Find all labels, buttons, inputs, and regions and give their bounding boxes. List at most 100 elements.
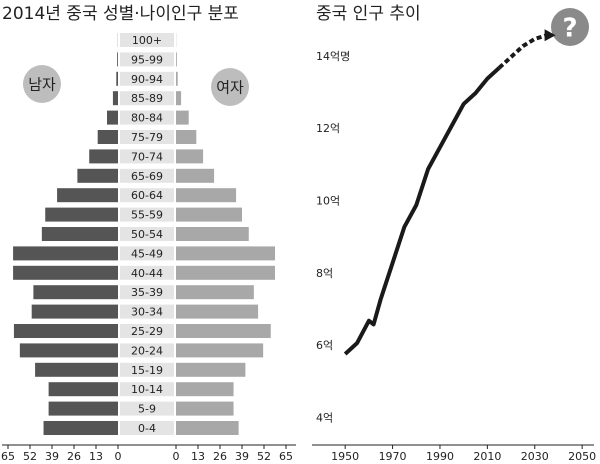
age-label-bg bbox=[120, 343, 174, 358]
age-label: 5-9 bbox=[138, 403, 156, 416]
annotation: ? bbox=[562, 14, 577, 44]
age-label: 30-34 bbox=[131, 306, 163, 319]
age-label: 45-49 bbox=[131, 247, 163, 260]
female-bar bbox=[176, 265, 275, 280]
legend-female: 여자 bbox=[216, 79, 244, 97]
age-label: 40-44 bbox=[131, 267, 163, 280]
female-bar bbox=[176, 285, 254, 300]
female-bar bbox=[176, 382, 234, 397]
female-tick-label: 39 bbox=[235, 450, 249, 463]
male-bar bbox=[112, 91, 118, 106]
x-tick-label: 2050 bbox=[568, 450, 596, 463]
age-label: 20-24 bbox=[131, 344, 163, 357]
age-label: 70-74 bbox=[131, 150, 163, 163]
female-tick-label: 52 bbox=[257, 450, 271, 463]
y-tick-label: 10억 bbox=[316, 195, 340, 208]
male-bar bbox=[31, 304, 119, 319]
pyramid-title: 2014년 중국 성별·나이인구 분포 bbox=[2, 4, 239, 24]
male-bar bbox=[35, 362, 119, 377]
male-bar bbox=[13, 324, 118, 338]
female-bar bbox=[176, 401, 234, 416]
age-label-bg bbox=[120, 91, 174, 106]
age-label: 85-89 bbox=[131, 92, 163, 105]
x-tick-label: 1950 bbox=[331, 450, 359, 463]
age-label: 55-59 bbox=[131, 209, 163, 222]
x-tick-label: 1990 bbox=[426, 450, 454, 463]
age-label: 60-64 bbox=[131, 189, 163, 202]
female-bar bbox=[176, 91, 182, 106]
female-bar bbox=[176, 71, 178, 86]
male-bar bbox=[116, 71, 118, 86]
female-bar bbox=[176, 343, 264, 358]
age-label-bg bbox=[120, 52, 174, 67]
male-bar bbox=[57, 188, 118, 203]
male-bar bbox=[77, 168, 118, 183]
age-label-bg bbox=[120, 324, 174, 338]
age-label: 65-69 bbox=[131, 170, 163, 183]
female-tick-label: 26 bbox=[213, 450, 227, 463]
age-label-bg bbox=[120, 33, 174, 47]
male-bar bbox=[48, 382, 118, 397]
female-bar bbox=[176, 52, 177, 67]
male-bar bbox=[33, 285, 119, 300]
age-label: 0-4 bbox=[138, 422, 156, 435]
age-label: 10-14 bbox=[131, 383, 163, 396]
female-bar bbox=[176, 188, 237, 203]
age-label-bg bbox=[120, 168, 174, 183]
age-label-bg bbox=[120, 207, 174, 222]
line-title: 중국 인구 추이 bbox=[316, 4, 421, 24]
female-tick-label: 13 bbox=[191, 450, 205, 463]
male-bar bbox=[45, 207, 118, 222]
male-bar bbox=[89, 149, 118, 164]
age-label-bg bbox=[120, 110, 174, 125]
age-label-bg bbox=[120, 246, 174, 261]
female-bar bbox=[176, 110, 189, 125]
male-tick-label: 13 bbox=[89, 450, 103, 463]
age-label-bg bbox=[120, 71, 174, 86]
age-label-bg bbox=[120, 362, 174, 377]
female-tick-label: 65 bbox=[279, 450, 293, 463]
legend-male: 남자 bbox=[28, 76, 56, 94]
male-bar bbox=[41, 227, 118, 241]
y-tick-label: 6억 bbox=[316, 339, 333, 352]
age-label-bg bbox=[120, 304, 174, 319]
female-bar bbox=[176, 168, 215, 183]
age-label: 90-94 bbox=[131, 73, 163, 86]
y-tick-label: 4억 bbox=[316, 411, 333, 424]
female-bar bbox=[176, 246, 275, 261]
age-label-bg bbox=[120, 421, 174, 435]
x-tick-label: 2010 bbox=[473, 450, 501, 463]
age-label-bg bbox=[120, 265, 174, 280]
female-bar bbox=[176, 149, 204, 164]
age-label: 75-79 bbox=[131, 131, 163, 144]
female-badge bbox=[211, 68, 249, 106]
population-line bbox=[343, 66, 501, 356]
male-bar bbox=[97, 130, 118, 144]
y-tick-label: 12억 bbox=[316, 122, 340, 135]
male-bar bbox=[19, 343, 118, 358]
age-label: 50-54 bbox=[131, 228, 163, 241]
age-label: 80-84 bbox=[131, 112, 163, 125]
male-bar bbox=[48, 401, 118, 416]
male-bar bbox=[43, 421, 118, 435]
age-label-bg bbox=[120, 149, 174, 164]
male-bar bbox=[107, 110, 118, 125]
female-tick-label: 0 bbox=[173, 450, 180, 463]
female-bar bbox=[176, 207, 242, 222]
female-bar bbox=[176, 324, 271, 338]
male-tick-label: 65 bbox=[1, 450, 15, 463]
y-tick-label: 14억명 bbox=[316, 50, 350, 63]
male-tick-label: 0 bbox=[115, 450, 122, 463]
age-label: 25-29 bbox=[131, 325, 163, 338]
male-bar bbox=[13, 246, 119, 261]
male-tick-label: 52 bbox=[23, 450, 37, 463]
arrow-head bbox=[544, 29, 556, 42]
male-bar bbox=[13, 265, 119, 280]
x-tick-label: 2030 bbox=[521, 450, 549, 463]
age-label: 15-19 bbox=[131, 364, 163, 377]
age-label: 100+ bbox=[132, 34, 162, 47]
male-bar bbox=[117, 52, 118, 67]
female-bar bbox=[176, 304, 259, 319]
age-label: 95-99 bbox=[131, 53, 163, 66]
age-label-bg bbox=[120, 382, 174, 397]
